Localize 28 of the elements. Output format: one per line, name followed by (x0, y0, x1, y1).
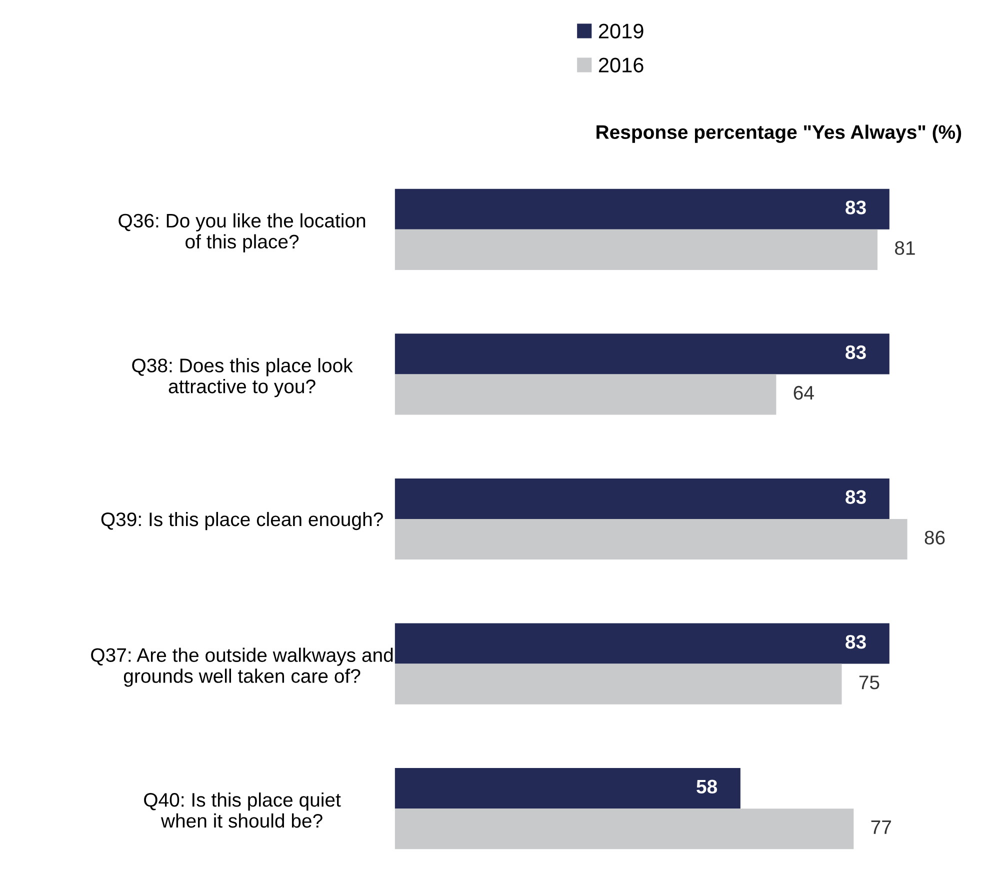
data-label: 83 (846, 634, 866, 649)
bar (394, 623, 890, 664)
data-label: 75 (859, 676, 880, 690)
legend-label: 2016 (598, 58, 644, 72)
bar (394, 374, 776, 415)
bar (394, 664, 842, 704)
y-tick-label: Q37: Are the outside walkways and grounds well taken care of? (91, 648, 393, 687)
data-label: 83 (846, 490, 866, 504)
y-tick-label: Q40: Is this place quiet when it should be? (144, 792, 341, 828)
bar (394, 334, 890, 374)
data-label: 83 (846, 200, 866, 214)
data-label: 77 (871, 820, 891, 834)
data-label: 64 (794, 386, 814, 400)
legend-label: 2019 (598, 24, 644, 38)
data-label: 83 (846, 345, 866, 360)
bar (394, 808, 854, 850)
data-label: 58 (696, 780, 718, 794)
y-tick-label: Q38: Does this place look attractive to you? (132, 358, 353, 398)
data-label: 86 (924, 530, 945, 544)
bar (394, 519, 908, 560)
y-tick-label: Q39: Is this place clean enough? (101, 512, 383, 530)
x-axis-title: Response percentage "Yes Always" (%) (596, 124, 962, 143)
bar (394, 478, 890, 520)
bar (394, 188, 890, 230)
bar (394, 229, 878, 270)
data-label: 81 (895, 241, 915, 255)
bar (394, 768, 740, 809)
y-tick-label: Q36: Do you like the location of this place? (118, 213, 366, 252)
